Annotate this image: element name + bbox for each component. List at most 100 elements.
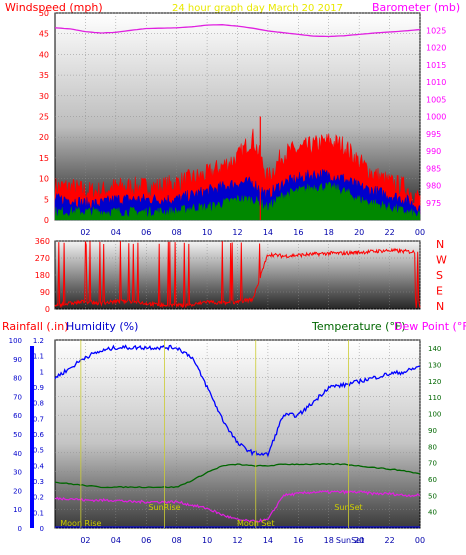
direction-series <box>54 241 421 309</box>
humidity-tick-label: 0 <box>18 525 22 533</box>
humidity-header: Humidity (%) <box>66 320 138 333</box>
barometer-tick-label: 990 <box>426 147 441 156</box>
humidity-tick-label: 60 <box>13 412 22 420</box>
windspeed-tick-label: 20 <box>39 133 49 142</box>
humidity-tick-label: 100 <box>9 337 22 345</box>
windspeed-tick-label: 5 <box>44 195 49 204</box>
direction-tick-label: 180 <box>35 271 50 280</box>
humidity-tick-label: 30 <box>13 469 22 477</box>
direction-series <box>54 241 421 309</box>
time-tick-label: 06 <box>141 536 151 545</box>
time-tick-label: 06 <box>141 228 151 237</box>
barometer-series <box>54 24 421 38</box>
time-tick-label: 14 <box>263 536 273 545</box>
humidity-tick-label: 70 <box>13 393 22 401</box>
windspeed-tick-label: 50 <box>39 9 49 18</box>
temperature-header: Temperature (°F) <box>311 320 406 333</box>
barometer-tick-label: 1010 <box>426 78 446 87</box>
time-tick-label: 16 <box>293 536 303 545</box>
compass-label: N <box>436 300 444 313</box>
rainfall-tick-label: 0.9 <box>33 384 44 392</box>
windspeed-tick-label: 25 <box>39 113 49 122</box>
time-tick-label: 10 <box>202 228 212 237</box>
rainfall-tick-label: 0.4 <box>33 462 45 470</box>
direction-tick-label: 270 <box>35 254 50 263</box>
humidity-tick-label: 50 <box>13 431 22 439</box>
dewpoint-series <box>54 489 420 524</box>
compass-label: N <box>436 238 444 251</box>
rainfall-tick-label: 0 <box>40 525 44 533</box>
barometer-axis: 975 980 985 990 995 1000 1005 1010 1015 1020 1025 <box>426 26 446 208</box>
time-tick-label: 02 <box>80 228 90 237</box>
humidity-tick-label: 10 <box>13 506 22 514</box>
time-tick-label: 00 <box>415 536 425 545</box>
barometer-tick-label: 1015 <box>426 61 446 70</box>
temperature-series <box>54 463 421 489</box>
direction-tick-label: 90 <box>40 288 50 297</box>
barometer-tick-label: 1000 <box>426 113 446 122</box>
temperature-tick-label: 90 <box>428 427 437 435</box>
humidity-tick-label: 90 <box>13 356 22 364</box>
windspeed-tick-label: 30 <box>39 92 49 101</box>
time-tick-label: 14 <box>263 228 273 237</box>
rainfall-tick-label: 1.1 <box>33 353 44 361</box>
time-tick-label: 08 <box>172 228 182 237</box>
graph-title: 24 hour graph day March 20 2017 <box>172 3 343 14</box>
astronomy-events: Moon Rise SunRise Moon Set SunSet SunSet <box>60 340 364 545</box>
compass-label: S <box>436 269 443 282</box>
event-label: SunSet <box>334 503 362 512</box>
rainfall-tick-label: 0.1 <box>33 509 44 517</box>
rainfall-tick-label: 1 <box>40 368 44 376</box>
barometer-tick-label: 985 <box>426 164 441 173</box>
rainfall-tick-label: 0.7 <box>33 415 44 423</box>
windspeed-tick-label: 35 <box>39 71 49 80</box>
temperature-tick-label: 40 <box>428 509 437 517</box>
temperature-tick-label: 120 <box>428 378 441 386</box>
humidity-tick-label: 40 <box>13 450 22 458</box>
humidity-series <box>54 344 421 528</box>
temperature-tick-label: 110 <box>428 394 441 402</box>
temperature-tick-label: 50 <box>428 492 437 500</box>
temperature-tick-label: 60 <box>428 476 437 484</box>
temperature-tick-label: 100 <box>428 411 441 419</box>
windspeed-axis: 0 5 10 15 20 25 30 35 40 45 50 <box>39 9 49 225</box>
barometer-tick-label: 1005 <box>426 95 446 104</box>
event-label: SunSet <box>336 536 364 545</box>
time-tick-label: 10 <box>202 536 212 545</box>
temperature-axis: 40 50 60 70 80 90 100 110 120 130 140 <box>428 345 441 516</box>
humidity-tick-label: 20 <box>13 487 22 495</box>
compass-label: E <box>436 285 443 298</box>
humidity-series <box>54 344 421 458</box>
direction-axis: 0 90 180 270 360 <box>35 237 50 314</box>
low-wind-series <box>54 181 421 221</box>
wind-time-axis: 02 04 06 08 10 12 14 16 18 20 22 00 <box>80 228 425 237</box>
humidity-axis: 0 10 20 30 40 50 60 70 80 90 100 <box>9 337 22 533</box>
barometer-tick-label: 995 <box>426 130 441 139</box>
barometer-tick-label: 1020 <box>426 44 446 53</box>
time-tick-label: 04 <box>111 228 121 237</box>
humidity-time-axis: 02 04 06 08 10 12 14 16 18 20 22 00 <box>80 536 425 545</box>
time-tick-label: 12 <box>232 228 242 237</box>
barometer-header: Barometer (mb) <box>372 1 460 14</box>
wind-series <box>54 24 421 221</box>
time-tick-label: 04 <box>111 536 121 545</box>
time-tick-label: 00 <box>415 228 425 237</box>
time-tick-label: 18 <box>324 228 334 237</box>
direction-tick-label: 0 <box>45 305 50 314</box>
rainfall-header: Rainfall (.in) <box>2 320 69 333</box>
rainfall-tick-label: 0.5 <box>33 447 44 455</box>
rainfall-tick-label: 0.3 <box>33 478 44 486</box>
time-tick-label: 16 <box>293 228 303 237</box>
time-tick-label: 08 <box>172 536 182 545</box>
compass-label: W <box>436 254 447 267</box>
barometer-tick-label: 975 <box>426 199 441 208</box>
temperature-tick-label: 70 <box>428 460 437 468</box>
windspeed-tick-label: 0 <box>44 216 49 225</box>
humidity-tick-label: 80 <box>13 375 22 383</box>
barometer-tick-label: 980 <box>426 182 441 191</box>
rainfall-tick-label: 0.8 <box>33 400 44 408</box>
time-tick-label: 02 <box>80 536 90 545</box>
windspeed-tick-label: 15 <box>39 154 49 163</box>
